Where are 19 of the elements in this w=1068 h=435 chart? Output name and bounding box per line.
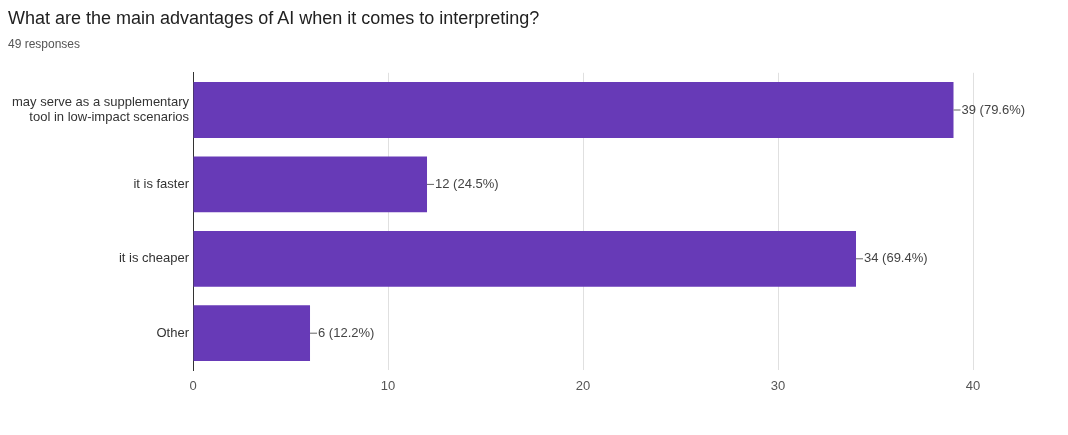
data-label: 39 (79.6%) [961, 101, 1026, 117]
y-tick-label: Other [156, 324, 190, 340]
chart-title: What are the main advantages of AI when it comes to interpreting? [8, 8, 541, 29]
bar [193, 82, 954, 138]
y-tick-label: may serve as a supplementary tool in low-impact scenarios [11, 93, 190, 125]
data-label: 12 (24.5%) [435, 175, 499, 191]
bar [193, 230, 856, 287]
y-tick-label: it is cheaper [118, 250, 190, 266]
text: 49 responses [8, 37, 82, 51]
data-label: 34 (69.4%) [864, 250, 928, 266]
x-tick-label: 10 [380, 377, 396, 393]
bar [193, 156, 428, 213]
bar [193, 305, 311, 362]
x-tick-label: 0 [189, 377, 197, 393]
x-tick-label: 40 [965, 377, 981, 393]
x-tick-label: 20 [575, 377, 591, 393]
y-tick-label: it is faster [133, 175, 190, 191]
data-label: 6 (12.2%) [318, 324, 375, 340]
x-tick-label: 30 [770, 377, 786, 393]
